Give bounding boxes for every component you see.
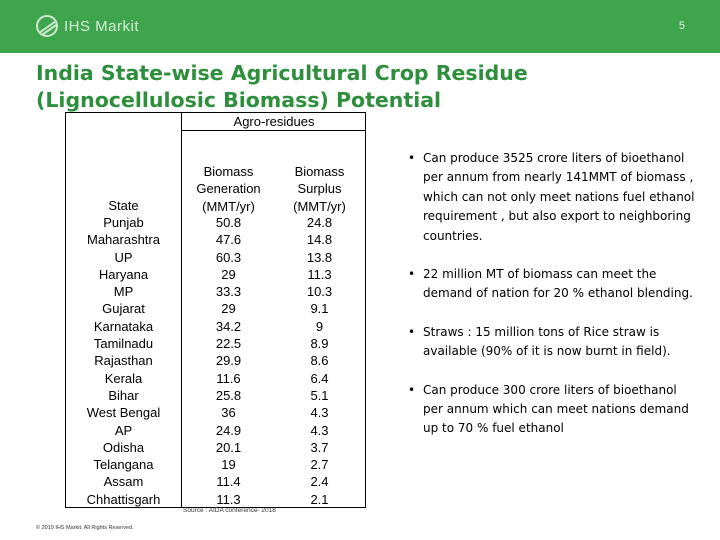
generation-column: Biomass Generation (MMT/yr) 50.8 47.6 60.3…	[181, 131, 275, 507]
table-cell-generation: 25.8	[215, 387, 242, 403]
table-cell-state: Bihar	[108, 387, 139, 403]
table-cell-surplus: 6.4	[310, 370, 329, 386]
table-cell-generation: 11.6	[216, 370, 241, 386]
table-cell-state: AP	[114, 422, 133, 438]
table-cell-state: Kerala	[104, 370, 143, 386]
state-column: State Punjab Maharashtra UP Haryana MP Gujara…	[66, 131, 181, 507]
table-cell-surplus: 8.6	[310, 353, 329, 369]
table-cell-generation: 60.3	[215, 249, 242, 265]
table-cell-state: Telangana	[93, 457, 154, 473]
table-cell-generation: 20.1	[215, 439, 242, 455]
generation-column-header: Biomass Generation (MMT/yr)	[182, 163, 275, 215]
table-cell-surplus: 8.9	[310, 336, 329, 352]
table-cell-state: UP	[114, 249, 133, 265]
table-cell-state: West Bengal	[86, 405, 161, 421]
table-cell-generation: 47.6	[215, 232, 242, 248]
table-cell-state: Rajasthan	[94, 353, 153, 369]
table-cell-surplus: 2.7	[310, 457, 329, 473]
table-cell-generation: 24.9	[215, 422, 242, 438]
table-cell-generation: 29.9	[215, 353, 242, 369]
table-cell-surplus: 4.3	[310, 405, 329, 421]
generation-header-line: Biomass	[203, 164, 254, 179]
header-bar: IHS Markit 5	[0, 0, 720, 53]
table-cell-generation: 50.8	[215, 215, 242, 230]
table-cell-surplus: 3.7	[310, 439, 329, 455]
table-cell-surplus: 2.1	[310, 491, 329, 507]
table-cell-state: MP	[113, 284, 134, 300]
table-cell-generation: 29	[221, 301, 236, 317]
surplus-column: Biomass Surplus (MMT/yr) 24.8 14.8 13.8 11.…	[274, 131, 365, 507]
title-line-1: India State-wise Agricultural Crop Resid…	[36, 61, 528, 85]
table-cell-surplus: 9.1	[310, 301, 329, 317]
table-cell-surplus: 14.8	[306, 232, 333, 248]
bullet-item: 22 million MT of biomass can meet the de…	[408, 265, 698, 304]
page-number: 5	[678, 20, 685, 32]
biomass-table: Agro-residues State Punjab Maharashtra UP H…	[65, 112, 366, 508]
table-cell-generation: 19	[221, 457, 236, 473]
table-cell-generation: 29	[221, 266, 236, 282]
generation-header-line: Generation	[196, 181, 261, 197]
table-cell-generation: 36	[221, 405, 236, 421]
table-cell-state: Gujarat	[102, 301, 145, 317]
table-cell-generation: 34.2	[215, 318, 242, 334]
table-cell-state: Punjab	[103, 215, 144, 230]
table-group-header: Agro-residues	[181, 113, 366, 131]
table-cell-surplus: 24.8	[306, 215, 333, 230]
bullet-item: Can produce 3525 crore liters of bioetha…	[408, 149, 698, 246]
title-line-2: (Lignocellulosic Biomass) Potential	[36, 88, 442, 112]
table-cell-surplus: 2.4	[310, 474, 329, 490]
table-cell-surplus: 10.3	[306, 284, 333, 300]
table-cell-state: Odisha	[102, 439, 145, 455]
logo-text: IHS Markit	[64, 17, 140, 35]
generation-header-line: (MMT/yr)	[202, 198, 255, 214]
table-cell-state: Chhattisgarh	[86, 491, 161, 507]
state-column-cells: Punjab Maharashtra UP Haryana MP Gujarat Karna…	[66, 214, 181, 508]
table-cell-surplus: 11.3	[307, 266, 332, 282]
brand-logo: IHS Markit	[36, 14, 139, 38]
table-cell-state: Maharashtra	[87, 232, 160, 248]
state-column-header: State	[108, 198, 139, 213]
surplus-column-header: Biomass Surplus (MMT/yr)	[274, 163, 365, 215]
surplus-header-line: Biomass	[294, 164, 345, 179]
slide-title: India State-wise Agricultural Crop Resid…	[36, 60, 528, 114]
table-cell-state: Haryana	[98, 266, 149, 282]
surplus-header-line: (MMT/yr)	[293, 198, 346, 214]
table-source: Source : AIDA conference- 2018	[183, 507, 276, 514]
copyright-footer: © 2019 IHS Markit. All Rights Reserved.	[36, 525, 134, 531]
table-cell-generation: 22.5	[215, 336, 242, 352]
table-cell-generation: 11.4	[216, 474, 241, 490]
bullet-item: Can produce 300 crore liters of bioethan…	[408, 381, 698, 439]
bullet-item: Straws : 15 million tons of Rice straw i…	[408, 323, 698, 362]
surplus-column-cells: 24.8 14.8 13.8 11.3 10.3 9.1 9 8.9 8.6 6.4 5.1 4.3 4…	[274, 214, 365, 508]
table-cell-generation: 11.3	[216, 491, 241, 507]
table-cell-surplus: 5.1	[310, 387, 329, 403]
surplus-header-line: Surplus	[297, 181, 342, 197]
bullet-list: Can produce 3525 crore liters of bioetha…	[408, 149, 698, 458]
table-cell-state: Assam	[103, 474, 144, 490]
table-cell-state: Tamilnadu	[93, 336, 154, 352]
globe-icon	[36, 15, 58, 37]
table-cell-surplus: 4.3	[310, 422, 329, 438]
table-cell-surplus: 9	[315, 318, 324, 334]
table-cell-state: Karnataka	[93, 318, 154, 334]
table-cell-generation: 33.3	[215, 284, 242, 300]
generation-column-cells: 50.8 47.6 60.3 29 33.3 29 34.2 22.5 29.9 11.6 25.8…	[182, 214, 275, 508]
table-cell-surplus: 13.8	[306, 249, 333, 265]
